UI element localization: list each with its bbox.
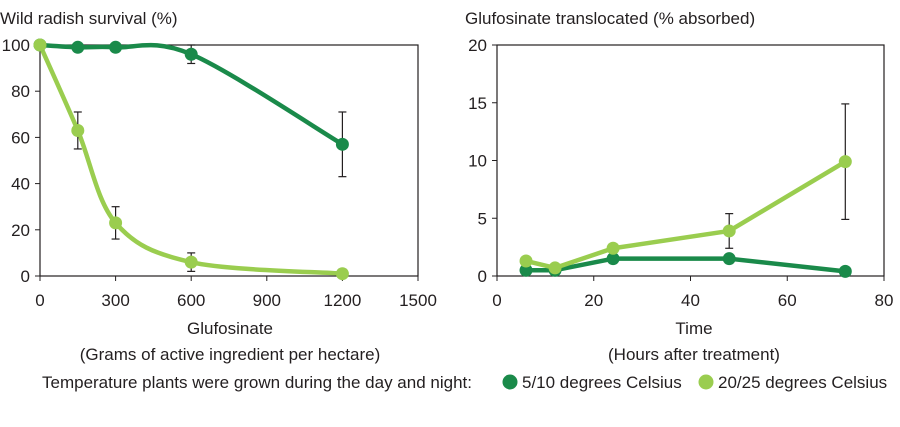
chart-1-point-dark-green (71, 40, 85, 54)
chart-1-point-light-green (33, 38, 47, 52)
chart-2-xlabel-sub: (Hours after treatment) (608, 345, 780, 364)
chart-2-point-light-green (606, 241, 620, 255)
chart-2-point-dark-green (519, 263, 533, 277)
plot-layer: 0 20 40 60 80 100 0 300 600 900 1200 1500 0 5 10 15 20 0 2… (2, 36, 894, 310)
chart-1-ytick-label: 40 (11, 175, 30, 194)
chart-2-point-light-green (722, 224, 736, 238)
chart-2-ytick-label: 5 (478, 209, 487, 228)
chart-2-ytick-label: 20 (468, 36, 487, 55)
chart-1-xtick-label: 1200 (323, 291, 361, 310)
chart-1-xtick-label: 0 (35, 291, 44, 310)
chart-1-xtick-label: 300 (101, 291, 129, 310)
chart-2-ytick-label: 0 (478, 267, 487, 286)
chart-1-ytick-label: 0 (21, 267, 30, 286)
legend: Temperature plants were grown during the… (42, 373, 887, 392)
chart-1-xtick-label: 1500 (399, 291, 437, 310)
chart-2-xtick-label: 80 (875, 291, 894, 310)
legend-marker-dark-green (502, 374, 518, 390)
chart-1-xlabel-sub: (Grams of active ingredient per hectare) (80, 345, 380, 364)
chart-2-xtick-label: 60 (778, 291, 797, 310)
chart-1-ytick-label: 100 (2, 36, 30, 55)
chart-1-ytick-label: 60 (11, 128, 30, 147)
legend-title: Temperature plants were grown during the… (42, 373, 472, 392)
chart-2-point-dark-green (606, 252, 620, 266)
chart-2-frame (496, 44, 885, 277)
chart-1-xtick-label: 900 (253, 291, 281, 310)
chart-2-point-dark-green (838, 264, 852, 278)
chart-2-ytick-label: 10 (468, 152, 487, 171)
chart-1-point-light-green (71, 123, 85, 137)
chart-1-xlabel: Glufosinate (187, 319, 273, 338)
chart-1-ytick-label: 80 (11, 82, 30, 101)
chart-2-point-light-green (548, 261, 562, 275)
chart-2-xlabel: Time (675, 319, 712, 338)
chart-1-point-light-green (109, 216, 123, 230)
legend-label-dark-green: 5/10 degrees Celsius (522, 373, 682, 392)
chart-1-series-line-light-green (37, 42, 345, 276)
chart-2-title: Glufosinate translocated (% absorbed) (465, 9, 755, 28)
chart-1-point-dark-green (184, 47, 198, 61)
chart-1-xtick-label: 600 (177, 291, 205, 310)
chart-1-title: Wild radish survival (%) (0, 9, 178, 28)
legend-marker-light-green (698, 374, 714, 390)
chart-1-ytick-label: 20 (11, 221, 30, 240)
chart-1-point-dark-green (109, 40, 123, 54)
chart-2-point-dark-green (722, 252, 736, 266)
chart-1-point-light-green (335, 267, 349, 281)
chart-1-frame (39, 44, 419, 277)
chart-2-point-light-green (838, 155, 852, 169)
chart-2-series-line-light-green (523, 159, 848, 271)
legend-label-light-green: 20/25 degrees Celsius (718, 373, 887, 392)
chart-2-ytick-label: 15 (468, 94, 487, 113)
chart-1-point-dark-green (335, 137, 349, 151)
chart-2-xtick-label: 20 (584, 291, 603, 310)
chart-1-point-light-green (184, 255, 198, 269)
chart-2-xtick-label: 0 (492, 291, 501, 310)
chart-2-xtick-label: 40 (681, 291, 700, 310)
chart-2-point-light-green (519, 254, 533, 268)
